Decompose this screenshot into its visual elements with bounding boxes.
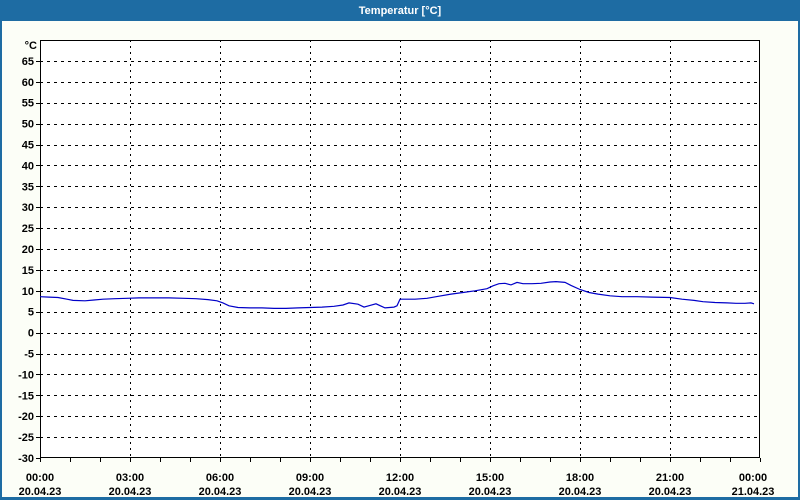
svg-text:15:00: 15:00 <box>476 472 504 484</box>
svg-text:0: 0 <box>28 328 34 340</box>
vertical-gridlines <box>130 40 671 458</box>
svg-text:12:00: 12:00 <box>386 472 414 484</box>
window-title: Temperatur [°C] <box>358 4 442 17</box>
svg-text:20.04.23: 20.04.23 <box>379 486 422 498</box>
svg-text:30: 30 <box>22 202 34 214</box>
svg-text:-20: -20 <box>18 411 34 423</box>
svg-text:60: 60 <box>22 77 34 89</box>
svg-text:18:00: 18:00 <box>566 472 594 484</box>
x-axis-date-labels: 20.04.23 20.04.23 20.04.23 20.04.23 20.04.23… <box>19 486 775 498</box>
svg-text:10: 10 <box>22 286 34 298</box>
svg-text:06:00: 06:00 <box>206 472 234 484</box>
svg-text:-30: -30 <box>18 453 34 465</box>
svg-text:35: 35 <box>22 181 34 193</box>
svg-text:20: 20 <box>22 244 34 256</box>
svg-text:20.04.23: 20.04.23 <box>559 486 602 498</box>
svg-text:-10: -10 <box>18 369 34 381</box>
svg-text:-25: -25 <box>18 432 34 444</box>
window-titlebar[interactable]: Temperatur [°C] <box>0 0 800 21</box>
svg-text:03:00: 03:00 <box>116 472 144 484</box>
svg-text:20.04.23: 20.04.23 <box>199 486 242 498</box>
svg-text:21:00: 21:00 <box>656 472 684 484</box>
svg-text:20.04.23: 20.04.23 <box>649 486 692 498</box>
svg-text:15: 15 <box>22 265 34 277</box>
y-axis-ticks <box>36 61 40 459</box>
svg-text:00:00: 00:00 <box>739 472 767 484</box>
svg-text:21.04.23: 21.04.23 <box>732 486 775 498</box>
svg-text:5: 5 <box>28 307 34 319</box>
x-axis-ticks <box>40 458 761 462</box>
svg-text:50: 50 <box>22 119 34 131</box>
x-axis-time-labels: 00:00 03:00 06:00 09:00 12:00 15:00 18:00 21:00… <box>26 472 767 484</box>
svg-text:20.04.23: 20.04.23 <box>109 486 152 498</box>
y-axis-labels: 65605550454035302520151050-5-10-15-20-25… <box>18 56 34 465</box>
chart-svg: 65605550454035302520151050-5-10-15-20-25… <box>18 40 775 498</box>
svg-text:09:00: 09:00 <box>296 472 324 484</box>
svg-text:55: 55 <box>22 98 34 110</box>
svg-text:65: 65 <box>22 56 34 68</box>
svg-text:25: 25 <box>22 223 34 235</box>
plot-frame <box>40 40 760 458</box>
chart-area: 65 60 55 50 45 40 35 30 25 20 15 10 5 0 -5 -10 -15 -20 -25… <box>0 21 800 500</box>
svg-text:20.04.23: 20.04.23 <box>289 486 332 498</box>
svg-text:45: 45 <box>22 140 34 152</box>
svg-text:20.04.23: 20.04.23 <box>469 486 512 498</box>
svg-text:40: 40 <box>22 160 34 172</box>
svg-text:00:00: 00:00 <box>26 472 54 484</box>
temperature-line <box>39 280 755 309</box>
svg-text:-5: -5 <box>24 349 34 361</box>
svg-text:20.04.23: 20.04.23 <box>19 486 62 498</box>
y-axis-unit-label: °C <box>25 40 37 52</box>
svg-text:-15: -15 <box>18 390 34 402</box>
